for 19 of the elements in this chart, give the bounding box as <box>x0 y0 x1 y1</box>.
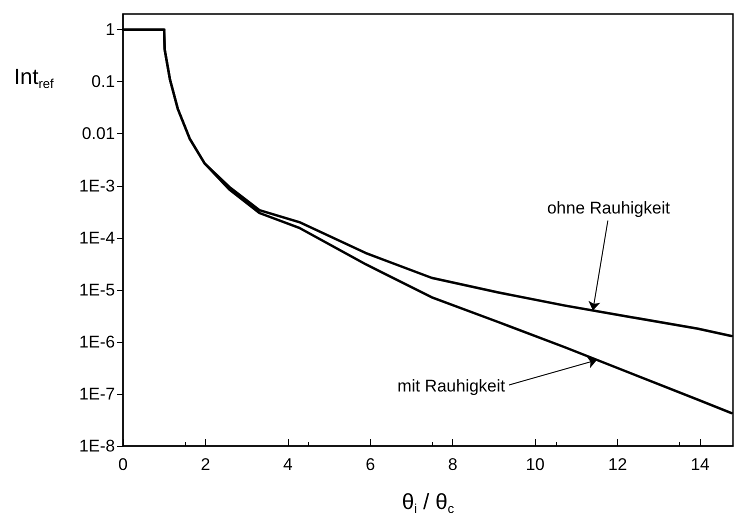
x-tick-label: 8 <box>448 455 458 474</box>
y-tick-label: 1E-7 <box>79 384 115 404</box>
annotation: mit Rauhigkeit <box>397 376 506 396</box>
x-tick-label: 6 <box>366 455 376 474</box>
x-tick-label: 4 <box>283 455 293 474</box>
x-tick-label: 2 <box>200 455 210 474</box>
x-tick-label: 10 <box>526 455 545 474</box>
y-tick-label: 1E-5 <box>79 280 115 300</box>
y-tick-label: 1E-6 <box>79 332 115 352</box>
x-tick-label: 12 <box>608 455 628 474</box>
y-tick-label: 1E-4 <box>79 228 115 248</box>
y-tick-label: 1E-3 <box>79 176 115 196</box>
x-tick-label: 14 <box>690 455 710 474</box>
y-tick-label: 0.1 <box>91 72 115 92</box>
y-tick-label: 0.01 <box>82 124 115 144</box>
annotation: ohne Rauhigkeit <box>547 198 670 218</box>
y-tick-label: 1E-8 <box>79 436 115 456</box>
y-tick-label: 1 <box>106 20 115 40</box>
x-tick-label: 0 <box>118 455 128 474</box>
